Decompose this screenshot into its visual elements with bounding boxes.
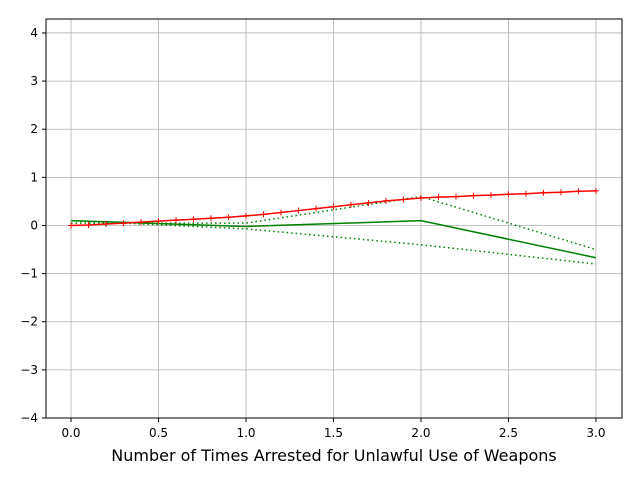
x-tick-label: 0.0 <box>61 426 80 440</box>
marker <box>347 201 354 208</box>
marker <box>85 221 92 228</box>
marker <box>557 189 564 196</box>
marker <box>592 187 599 194</box>
marker <box>207 215 214 222</box>
marker <box>435 194 442 201</box>
marker <box>277 209 284 216</box>
x-tick-label: 2.0 <box>411 426 430 440</box>
x-tick-label: 0.5 <box>149 426 168 440</box>
marker <box>487 192 494 199</box>
plot-frame <box>45 18 623 419</box>
y-tick-label: −1 <box>20 267 38 281</box>
marker <box>225 214 232 221</box>
marker <box>400 196 407 203</box>
y-tick-label: −3 <box>20 363 38 377</box>
x-tick-label: 1.0 <box>236 426 255 440</box>
x-tick-label: 1.5 <box>324 426 343 440</box>
marker <box>365 199 372 206</box>
marker <box>452 193 459 200</box>
marker <box>522 190 529 197</box>
marker <box>103 221 110 228</box>
y-tick-label: 2 <box>30 122 38 136</box>
marker <box>312 205 319 212</box>
marker <box>382 197 389 204</box>
y-tick-label: 1 <box>30 170 38 184</box>
marker <box>417 195 424 202</box>
y-tick-label: −4 <box>20 411 38 425</box>
y-tick-label: 3 <box>30 74 38 88</box>
x-tick-label: 3.0 <box>586 426 605 440</box>
marker <box>190 216 197 223</box>
marker <box>68 222 75 229</box>
x-axis-label: Number of Times Arrested for Unlawful Us… <box>111 446 556 465</box>
marker <box>260 211 267 218</box>
y-tick-label: 4 <box>30 26 38 40</box>
x-tick-label: 2.5 <box>499 426 518 440</box>
marker <box>242 212 249 219</box>
marker <box>173 217 180 224</box>
marker <box>505 191 512 198</box>
y-tick-label: −2 <box>20 315 38 329</box>
y-tick-label: 0 <box>30 218 38 232</box>
marker <box>295 207 302 214</box>
marker <box>540 189 547 196</box>
marker <box>155 218 162 225</box>
marker <box>470 192 477 199</box>
marker <box>120 220 127 227</box>
marker <box>575 188 582 195</box>
marker <box>330 203 337 210</box>
marker <box>138 219 145 226</box>
